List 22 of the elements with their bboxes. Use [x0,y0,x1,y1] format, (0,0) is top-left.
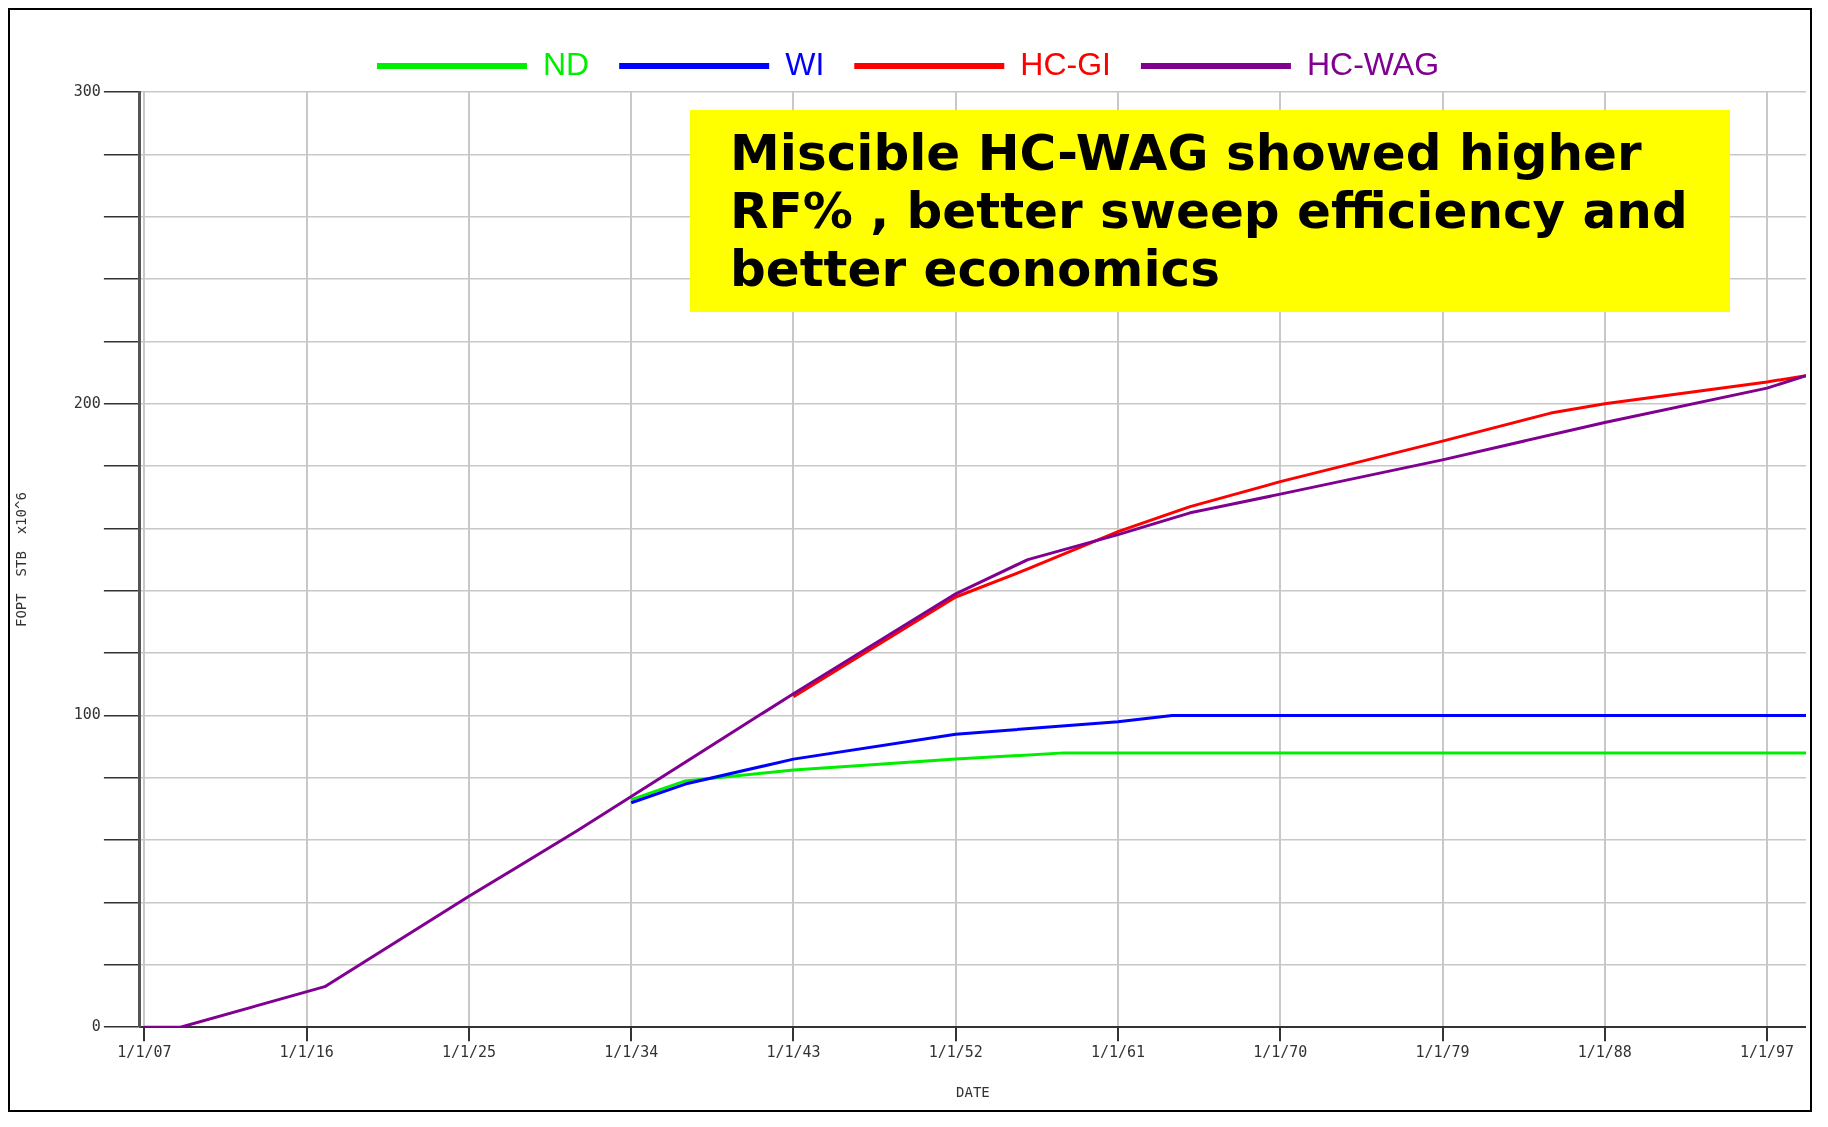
x-tick-label: 1/1/70 [1253,1043,1308,1062]
y-tick-label: 0 [91,1017,101,1036]
legend-label: HC-WAG [1306,45,1440,82]
x-tick-label: 1/1/88 [1577,1043,1632,1062]
x-tick-label: 1/1/79 [1415,1043,1470,1062]
x-tick-label: 1/1/97 [1739,1043,1795,1062]
y-tick-label: 300 [73,81,101,100]
x-axis-title: DATE [956,1084,990,1101]
x-tick-label: 1/1/07 [117,1043,172,1062]
legend-label: ND [542,45,590,82]
x-tick-label: 1/1/16 [279,1043,334,1062]
annotation: Miscible HC-WAG showed higher RF% , better sweep efficiency and better economics [690,110,1730,312]
legend-label: WI [785,45,825,82]
y-tick-label: 200 [73,393,101,412]
x-tick-label: 1/1/43 [766,1043,821,1062]
y-axis-title: FOPT STB x10^6 [13,492,30,628]
x-tick-label: 1/1/25 [441,1043,497,1062]
x-tick-label: 1/1/61 [1090,1043,1146,1062]
y-tick-label: 100 [73,705,101,724]
legend-label: HC-GI [1020,45,1111,82]
x-tick-label: 1/1/52 [928,1043,983,1062]
x-tick-label: 1/1/34 [604,1043,659,1062]
